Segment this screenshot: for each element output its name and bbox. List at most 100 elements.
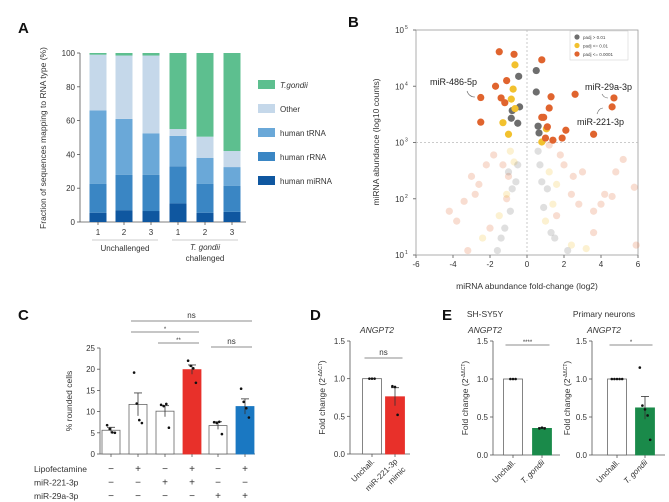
- data-point: [514, 377, 517, 381]
- y-tick-label: 0.0: [477, 451, 489, 460]
- significance-label: **: [176, 338, 181, 344]
- y-tick-label: 0.5: [334, 412, 346, 421]
- y-tick-label: 0.5: [477, 413, 489, 422]
- bar-segment-human-mirna: [142, 211, 160, 222]
- scatter-point: [507, 95, 515, 103]
- y-tick-label: 10: [86, 408, 95, 417]
- scatter-point: [497, 94, 505, 102]
- data-point: [618, 377, 621, 381]
- y-axis-label-exponent: -ΔΔCT: [318, 363, 324, 378]
- data-point: [239, 387, 243, 391]
- data-point: [192, 367, 195, 370]
- y-tick-label: 1.0: [477, 375, 489, 384]
- condition-sign: −: [189, 491, 195, 502]
- data-point: [538, 427, 541, 430]
- legend-label: human tRNA: [280, 129, 326, 138]
- scatter-point: [453, 217, 461, 225]
- data-point: [167, 426, 171, 430]
- y-tick-label: 10: [395, 26, 404, 35]
- data-point: [218, 420, 221, 424]
- significance-label: ns: [187, 311, 195, 320]
- scatter-point: [543, 123, 551, 131]
- scatter-point: [471, 190, 479, 198]
- data-point: [396, 413, 399, 417]
- scatter-point: [538, 178, 546, 186]
- legend-label: human rRNA: [280, 153, 327, 162]
- scatter-point: [556, 151, 564, 159]
- y-tick-label: 0.5: [576, 413, 588, 422]
- bar-segment-human-rrna: [89, 183, 107, 213]
- bar-segment-human-mirna: [196, 212, 214, 222]
- y-tick-label: 1.5: [334, 337, 346, 346]
- y-tick-label: 0.0: [334, 450, 346, 459]
- x-tick-label: 4: [599, 260, 604, 269]
- condition-sign: −: [242, 478, 248, 489]
- x-tick-label: 1: [96, 228, 101, 237]
- bar-segment-human-trna: [169, 135, 187, 167]
- condition-sign: +: [215, 491, 221, 502]
- data-point: [189, 364, 192, 368]
- scatter-point: [499, 161, 507, 169]
- data-point: [165, 402, 168, 406]
- y-tick-label: 25: [86, 344, 95, 353]
- panel-e-sh-sy5y-bar-chart: 0.0 0.5 1.0 1.5 Fold change (2-ΔΔCT) Unchall.…: [460, 309, 560, 486]
- scatter-point: [506, 147, 514, 155]
- bar-segment-other: [89, 54, 107, 111]
- scatter-point: [608, 103, 616, 111]
- data-point: [509, 377, 512, 381]
- y-tick-label: 0: [91, 450, 96, 459]
- legend-swatch: [258, 104, 275, 113]
- bar-segment-t-gondii: [196, 53, 214, 137]
- group-label-tgondii: T. gondii: [190, 243, 220, 252]
- scatter-point: [467, 172, 476, 180]
- significance-label: *: [630, 340, 633, 346]
- annotation-label: miR-221-3p: [577, 117, 624, 127]
- x-tick-label: T. gondii: [622, 458, 650, 486]
- condition-sign: +: [189, 464, 195, 475]
- y-tick-label: 10: [395, 251, 404, 260]
- data-point: [245, 406, 248, 410]
- y-tick-label: 0.0: [576, 451, 588, 460]
- data-point: [108, 427, 111, 431]
- condition-sign: −: [215, 478, 221, 489]
- y-axis-label: miRNA abundance (log10 counts): [371, 78, 381, 205]
- bar: [208, 425, 228, 455]
- scatter-point: [511, 61, 519, 69]
- condition-sign: −: [108, 478, 114, 489]
- x-tick-label: 3: [230, 228, 235, 237]
- bar-segment-human-rrna: [169, 166, 187, 204]
- scatter-point: [479, 234, 487, 242]
- condition-sign: −: [135, 491, 141, 502]
- data-point: [648, 438, 652, 442]
- data-point: [646, 414, 649, 417]
- y-tick-label: 40: [66, 150, 75, 159]
- y-tick-exponent: 1: [405, 250, 408, 256]
- y-tick-label: 1.5: [576, 337, 588, 346]
- data-point: [643, 408, 647, 411]
- data-point: [391, 384, 394, 388]
- data-point: [540, 426, 544, 429]
- chart-subtitle: Primary neurons: [573, 309, 635, 319]
- y-axis-label-unit: (2: [317, 378, 327, 386]
- scatter-point: [460, 197, 468, 205]
- scatter-point: [514, 161, 522, 169]
- legend-label: T.gondii: [280, 81, 308, 90]
- panel-a-stacked-bar-chart: 0 20 40 60 80 100 Fraction of sequences mappin…: [38, 47, 333, 263]
- legend-marker: [574, 34, 580, 40]
- bar-segment-human-rrna: [223, 185, 241, 212]
- scatter-point: [543, 185, 551, 193]
- scatter-point: [506, 207, 514, 215]
- y-tick-label: 10: [395, 195, 404, 204]
- scatter-point: [619, 155, 627, 164]
- condition-sign: +: [242, 491, 248, 502]
- scatter-point: [477, 118, 485, 126]
- scatter-point: [493, 246, 501, 255]
- data-point: [105, 423, 109, 427]
- scatter-point: [564, 246, 572, 255]
- y-tick-exponent: 5: [405, 25, 408, 31]
- legend-box: [569, 30, 629, 61]
- legend-label: padj <= 0.01: [583, 43, 609, 48]
- scatter-point: [532, 88, 540, 96]
- scatter-point: [545, 104, 553, 112]
